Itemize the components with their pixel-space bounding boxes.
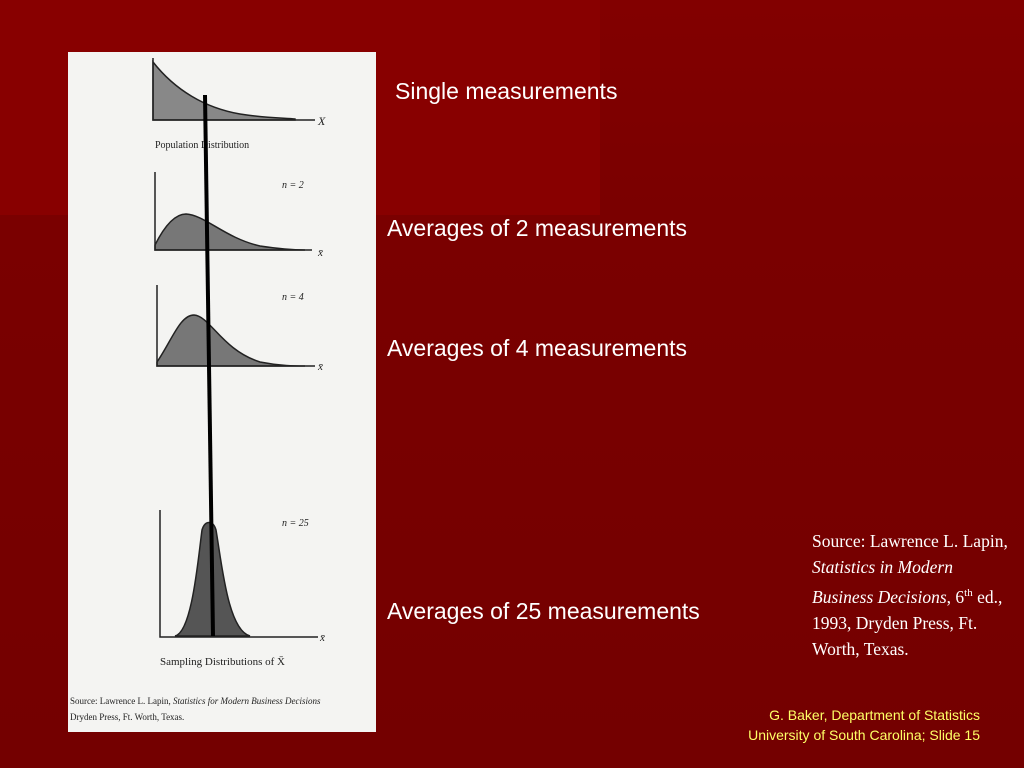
axis-label: X (317, 114, 326, 128)
credit-text: Source: Lawrence L. Lapin, (70, 696, 173, 706)
caption: Population Distribution (155, 140, 249, 151)
source-note: Source: Lawrence L. Lapin, Statistics in… (812, 528, 1012, 662)
source-text: Source: Lawrence L. Lapin, (812, 531, 1008, 551)
source-text: , 6 (946, 586, 965, 607)
mean-line (203, 94, 215, 637)
axis-label: x̄ (317, 247, 323, 259)
footer-line: University of South Carolina; Slide 15 (748, 727, 980, 743)
axis (154, 172, 312, 251)
source-title: Statistics in Modern Business Decisions (812, 557, 953, 607)
axis-label: x̄ (317, 361, 323, 373)
panel-label: n = 2 (282, 180, 304, 191)
panel-label: n = 4 (282, 292, 304, 303)
label: Averages of 2 measurements (387, 215, 688, 241)
figure-credit: Source: Lawrence L. Lapin, Statistics fo… (70, 696, 321, 706)
population-curve (152, 59, 296, 121)
source-sup: th (964, 587, 973, 599)
figure-credit: Dryden Press, Ft. Worth, Texas. (70, 712, 184, 722)
axis (152, 58, 315, 121)
credit-title: Statistics for Modern Business Decisions (173, 696, 321, 706)
axis (156, 285, 315, 367)
label: Single measurements (395, 78, 618, 104)
caption: Sampling Distributions of X̄ (160, 656, 285, 668)
axis (159, 510, 318, 638)
footer-line: G. Baker, Department of Statistics (769, 707, 980, 723)
label: Averages of 4 measurements (387, 335, 688, 361)
label: Averages of 25 measurements (387, 598, 700, 624)
axis-label: x̄ (319, 632, 325, 644)
panel-label: n = 25 (282, 518, 309, 529)
source-text: ed., 1993, Dryden Press, Ft. Worth, Texa… (812, 586, 1003, 659)
